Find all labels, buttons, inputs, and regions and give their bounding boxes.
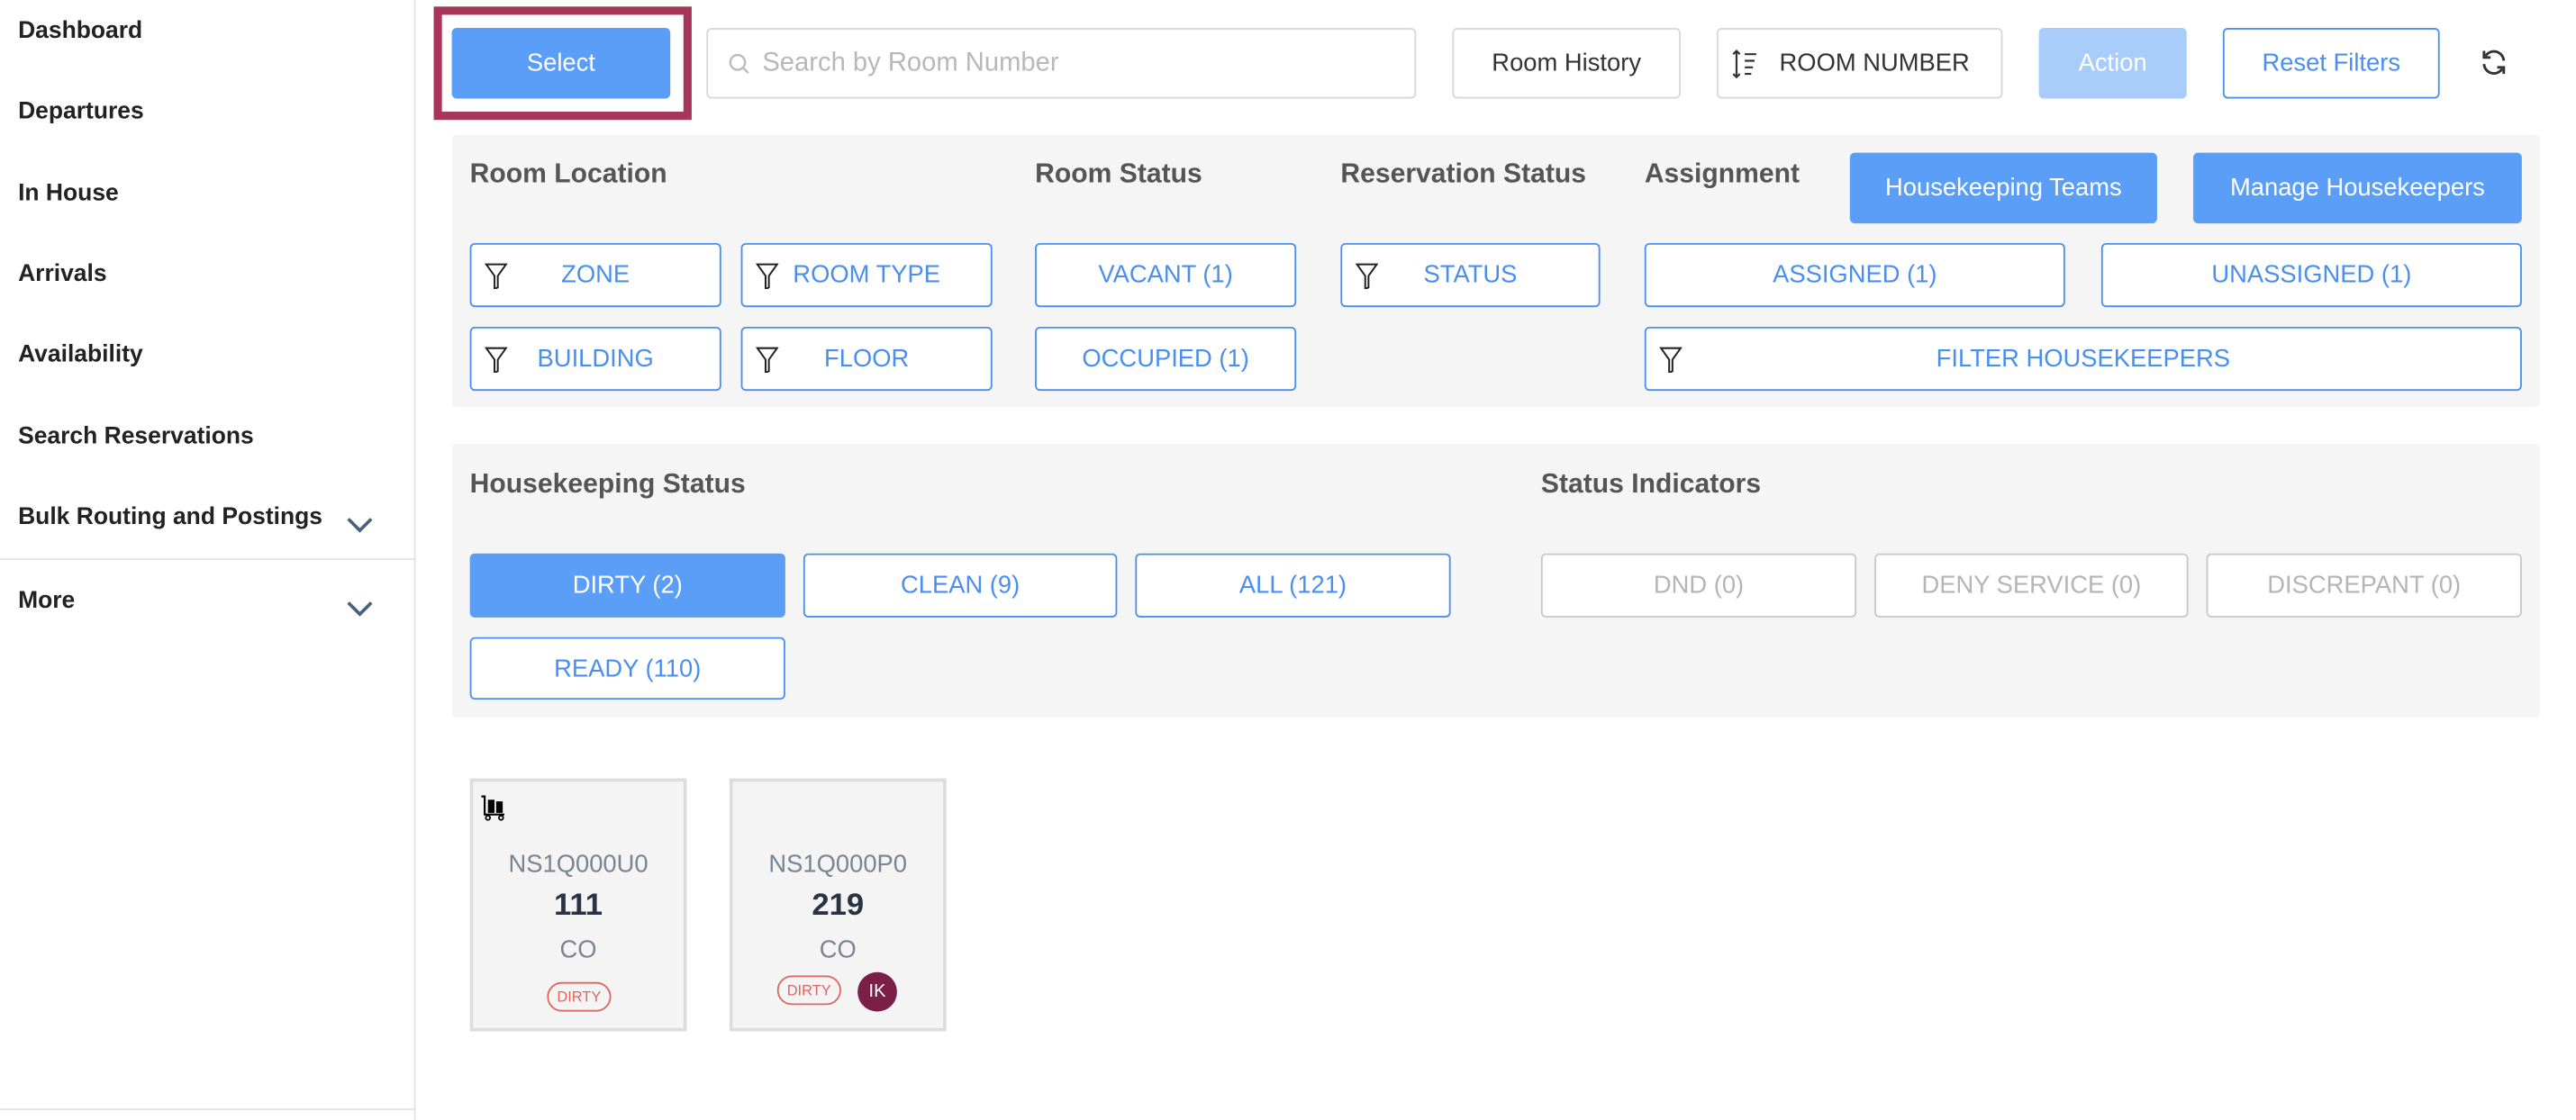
building-filter-button[interactable]: BUILDING [469,326,721,392]
housekeeping-status-heading: Housekeeping Status [469,469,746,500]
filter-icon [756,347,779,374]
filter-housekeepers-button[interactable]: FILTER HOUSEKEEPERS [1644,326,2522,392]
sort-label: ROOM NUMBER [1779,49,1970,77]
sidebar-item-bulk-routing[interactable]: Bulk Routing and Postings [18,503,323,531]
status-indicators-heading: Status Indicators [1540,469,1762,500]
dirty-badge: DIRTY [776,975,841,1006]
dirty-badge: DIRTY [547,981,612,1012]
zone-filter-button[interactable]: ZONE [469,242,721,308]
filter-icon [756,263,779,290]
status-filter-button[interactable]: STATUS [1340,242,1601,308]
clean-filter-button[interactable]: CLEAN (9) [803,553,1118,618]
all-filter-button[interactable]: ALL (121) [1135,553,1451,618]
deny-service-indicator-button[interactable]: DENY SERVICE (0) [1874,553,2189,618]
filter-icon [1355,263,1379,290]
room-number: 111 [554,888,603,924]
floor-filter-button[interactable]: FLOOR [740,326,993,392]
room-status: CO [559,935,597,964]
discrepant-indicator-button[interactable]: DISCREPANT (0) [2206,553,2522,618]
sidebar: Dashboard Departures In House Arrivals A… [0,0,416,1120]
vacant-filter-button[interactable]: VACANT (1) [1035,242,1297,308]
dirty-filter-button[interactable]: DIRTY (2) [469,553,785,618]
status-label: STATUS [1423,261,1518,290]
floor-label: FLOOR [824,345,910,374]
search-input[interactable]: Search by Room Number [706,28,1417,99]
room-status-heading: Room Status [1035,158,1202,189]
unassigned-filter-button[interactable]: UNASSIGNED (1) [2100,242,2522,308]
ready-filter-button[interactable]: READY (110) [469,637,785,700]
room-code: NS1Q000P0 [768,850,908,879]
assignee-avatar: IK [857,971,897,1012]
filter-housekeepers-label: FILTER HOUSEKEEPERS [1936,345,2231,374]
room-type-label: ROOM TYPE [793,261,941,290]
room-card[interactable]: NS1Q000U0 111 CO DIRTY [469,778,687,1032]
building-label: BUILDING [537,345,654,374]
zone-label: ZONE [561,261,630,290]
manage-housekeepers-button[interactable]: Manage Housekeepers [2193,152,2522,224]
sidebar-item-dashboard[interactable]: Dashboard [18,18,143,45]
sort-icon [1732,49,1756,79]
select-button[interactable]: Select [451,28,671,99]
room-location-heading: Room Location [469,158,667,189]
divider [0,1108,416,1111]
search-placeholder: Search by Room Number [762,49,1059,77]
action-button[interactable]: Action [2038,28,2187,99]
room-number: 219 [812,888,865,924]
occupied-filter-button[interactable]: OCCUPIED (1) [1035,326,1297,392]
dnd-indicator-button[interactable]: DND (0) [1540,553,1857,618]
room-code: NS1Q000U0 [508,850,649,879]
refresh-icon[interactable] [2479,48,2508,77]
room-status: CO [819,935,857,964]
assigned-filter-button[interactable]: ASSIGNED (1) [1644,242,2065,308]
sidebar-item-availability[interactable]: Availability [18,341,143,368]
housekeeping-teams-button[interactable]: Housekeeping Teams [1849,152,2157,224]
sidebar-item-departures[interactable]: Departures [18,98,144,125]
sort-room-number-button[interactable]: ROOM NUMBER [1717,28,2003,99]
room-card[interactable]: NS1Q000P0 219 CO DIRTY IK [729,778,947,1032]
divider [0,558,416,560]
chevron-down-icon[interactable] [345,598,375,618]
select-highlight [433,6,692,121]
reset-filters-button[interactable]: Reset Filters [2222,28,2440,99]
sidebar-item-in-house[interactable]: In House [18,180,119,207]
luggage-cart-icon [481,795,504,821]
sidebar-item-search-reservations[interactable]: Search Reservations [18,423,254,450]
assignment-heading: Assignment [1644,158,1800,189]
filter-icon [1659,347,1683,374]
reservation-status-heading: Reservation Status [1340,158,1587,189]
sidebar-item-more[interactable]: More [18,587,76,615]
sidebar-item-arrivals[interactable]: Arrivals [18,261,107,288]
room-history-button[interactable]: Room History [1452,28,1681,99]
filter-icon [485,347,508,374]
chevron-down-icon[interactable] [345,514,375,534]
filter-icon [485,263,508,290]
search-icon [729,53,749,75]
room-type-filter-button[interactable]: ROOM TYPE [740,242,993,308]
housekeeping-panel [451,443,2540,718]
